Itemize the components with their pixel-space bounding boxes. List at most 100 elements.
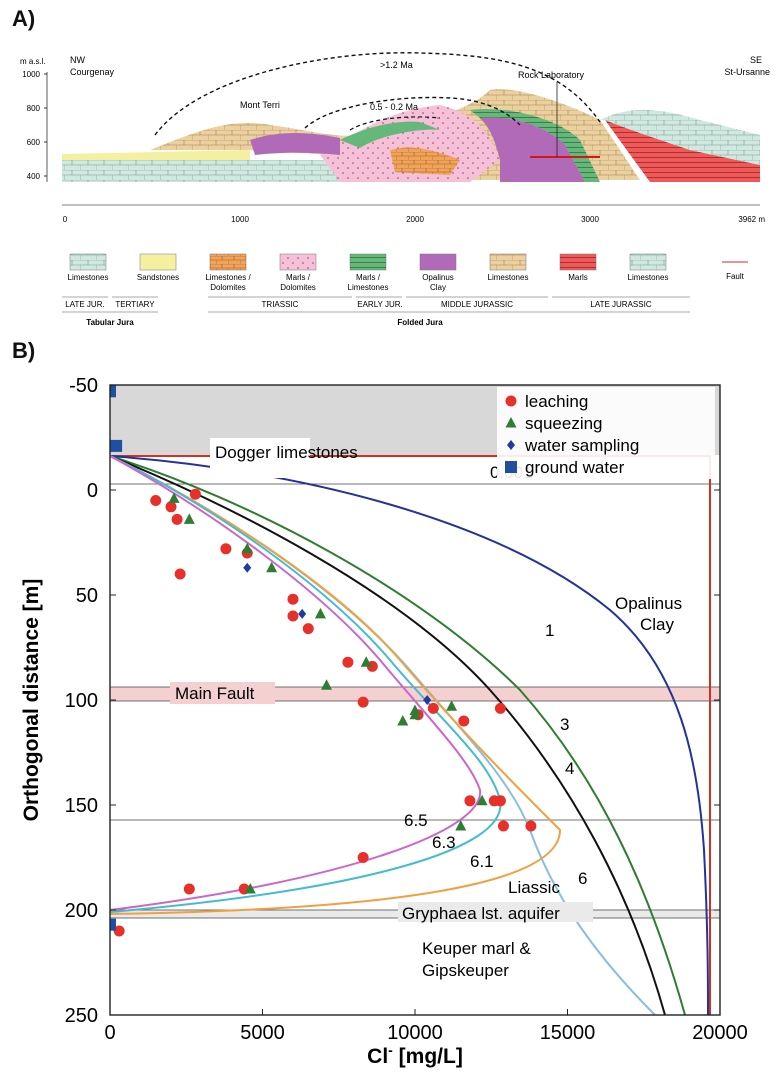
legend-item-6: Limestones	[488, 253, 529, 282]
point-leaching-22	[357, 852, 369, 863]
svg-text:Marls /: Marls /	[286, 273, 311, 282]
point-ground-water-1	[110, 439, 123, 452]
legend-entry-ground-water: ground water	[505, 458, 625, 477]
svg-text:20000: 20000	[692, 1022, 748, 1044]
point-squeezing-2	[241, 542, 253, 554]
panel-b-label: B)	[12, 338, 36, 363]
x-tick-0: 0	[104, 1009, 116, 1044]
y-tick--50: -50	[69, 375, 720, 397]
legend-entry-leaching: leaching	[505, 392, 588, 411]
point-ground-water-0	[110, 385, 116, 398]
svg-text:800: 800	[27, 104, 41, 113]
y-axis-title: Orthogonal distance [m]	[20, 579, 43, 822]
point-squeezing-11	[455, 820, 467, 831]
period-late-jurassic: LATE JURASSIC	[590, 300, 651, 309]
se-label: SE	[750, 55, 762, 65]
liassic-label: Liassic	[508, 878, 560, 897]
legend-marker-0	[505, 395, 517, 407]
x-axis-title: Cl- [mg/L]	[367, 1042, 463, 1068]
y-tick-1000: 1000	[22, 70, 47, 79]
svg-text:400: 400	[27, 172, 41, 181]
legend-item-3: Marls /Dolomites	[279, 253, 317, 292]
y-tick-800: 800	[27, 104, 47, 113]
x-tick-10000: 10000	[387, 1009, 443, 1044]
svg-text:5000: 5000	[240, 1022, 285, 1044]
period-tertiary: TERTIARY	[115, 300, 155, 309]
curve-61	[110, 455, 562, 915]
rock-lab-label: Rock Laboratory	[518, 70, 585, 80]
point-leaching-10	[342, 656, 354, 668]
age-outer-label: >1.2 Ma	[380, 60, 413, 70]
y-tick-0: 0	[87, 480, 720, 502]
legend-item-8: Limestones	[628, 253, 668, 282]
svg-text:-50: -50	[69, 375, 98, 397]
svg-text:ground water: ground water	[525, 458, 625, 477]
legend-entry-water-sampling: water sampling	[507, 436, 639, 455]
y-ticks: -50 0 50 100 150 200 250	[65, 375, 720, 1027]
opalinus-label-2: Clay	[640, 615, 675, 634]
courgenay-label: Courgenay	[70, 67, 115, 77]
svg-text:Limestones: Limestones	[488, 273, 529, 282]
legend-entry-squeezing: squeezing	[505, 414, 603, 433]
point-squeezing-9	[409, 704, 421, 715]
opalinus-label-1: Opalinus	[615, 594, 682, 613]
curve-3	[110, 455, 686, 1015]
point-leaching-17	[464, 795, 476, 807]
point-leaching-3	[189, 488, 201, 500]
point-leaching-21	[525, 820, 537, 832]
curve-label-6: 6	[578, 869, 587, 888]
point-leaching-9	[302, 623, 314, 635]
x-tick-2000: 2000	[406, 215, 424, 224]
legend-marker-3	[505, 461, 517, 473]
point-leaching-23	[183, 883, 195, 895]
point-squeezing-6	[360, 656, 372, 667]
erosion-arc-outer	[154, 52, 601, 136]
data-points	[110, 385, 537, 937]
period-late-jur: LATE JUR.	[65, 300, 104, 309]
point-squeezing-12	[476, 794, 488, 806]
legend-marker-1	[505, 417, 517, 428]
svg-text:15000: 15000	[540, 1022, 596, 1044]
period-early-jur: EARLY JUR.	[357, 300, 403, 309]
point-leaching-8	[287, 610, 299, 622]
curve-label-63: 6.3	[432, 833, 456, 852]
curve-65	[110, 455, 482, 911]
curve-4	[110, 455, 666, 1015]
erosion-arc-small	[349, 116, 441, 131]
svg-text:Limestones: Limestones	[348, 283, 389, 292]
svg-text:water sampling: water sampling	[524, 436, 639, 455]
point-squeezing-0	[168, 492, 180, 503]
curve-label-1: 1	[545, 621, 554, 640]
y-tick-150: 150	[65, 795, 720, 817]
point-leaching-25	[113, 925, 125, 937]
svg-text:Dolomites: Dolomites	[280, 283, 316, 292]
point-squeezing-4	[314, 607, 326, 619]
curve-label-3: 3	[560, 715, 569, 734]
point-leaching-14	[427, 702, 439, 714]
curve-label-61: 6.1	[470, 852, 494, 871]
region-annotations: Dogger limestones Opalinus Clay Main Fau…	[170, 438, 682, 980]
point-water-sampling-2	[423, 695, 432, 705]
point-water-sampling-1	[298, 608, 307, 619]
svg-text:100: 100	[65, 690, 98, 712]
period-brackets: LATE JUR. TERTIARY TRIASSIC EARLY JUR. M…	[62, 296, 690, 327]
y-tick-200: 200	[65, 900, 720, 922]
keuper-label-1: Keuper marl &	[422, 939, 531, 958]
fault-legend-label: Fault	[726, 272, 745, 281]
svg-text:Marls /: Marls /	[356, 273, 381, 282]
x-tick-20000: 20000	[692, 1009, 748, 1044]
y-tick-250: 250	[65, 1005, 720, 1027]
point-water-sampling-0	[243, 562, 252, 573]
svg-text:Limestones /: Limestones /	[205, 273, 251, 282]
legend: Limestones Sandstones Limestones /Dolomite…	[68, 253, 668, 292]
point-leaching-7	[287, 593, 299, 605]
point-squeezing-7	[397, 715, 409, 726]
period-triassic: TRIASSIC	[262, 300, 299, 309]
svg-text:0: 0	[87, 480, 98, 502]
panel-a-label: A)	[12, 6, 36, 31]
y-tick-100: 100	[65, 690, 720, 712]
legend-item-4: Marls /Limestones	[348, 253, 389, 292]
curve-6	[110, 455, 656, 1015]
point-squeezing-13	[244, 883, 256, 894]
